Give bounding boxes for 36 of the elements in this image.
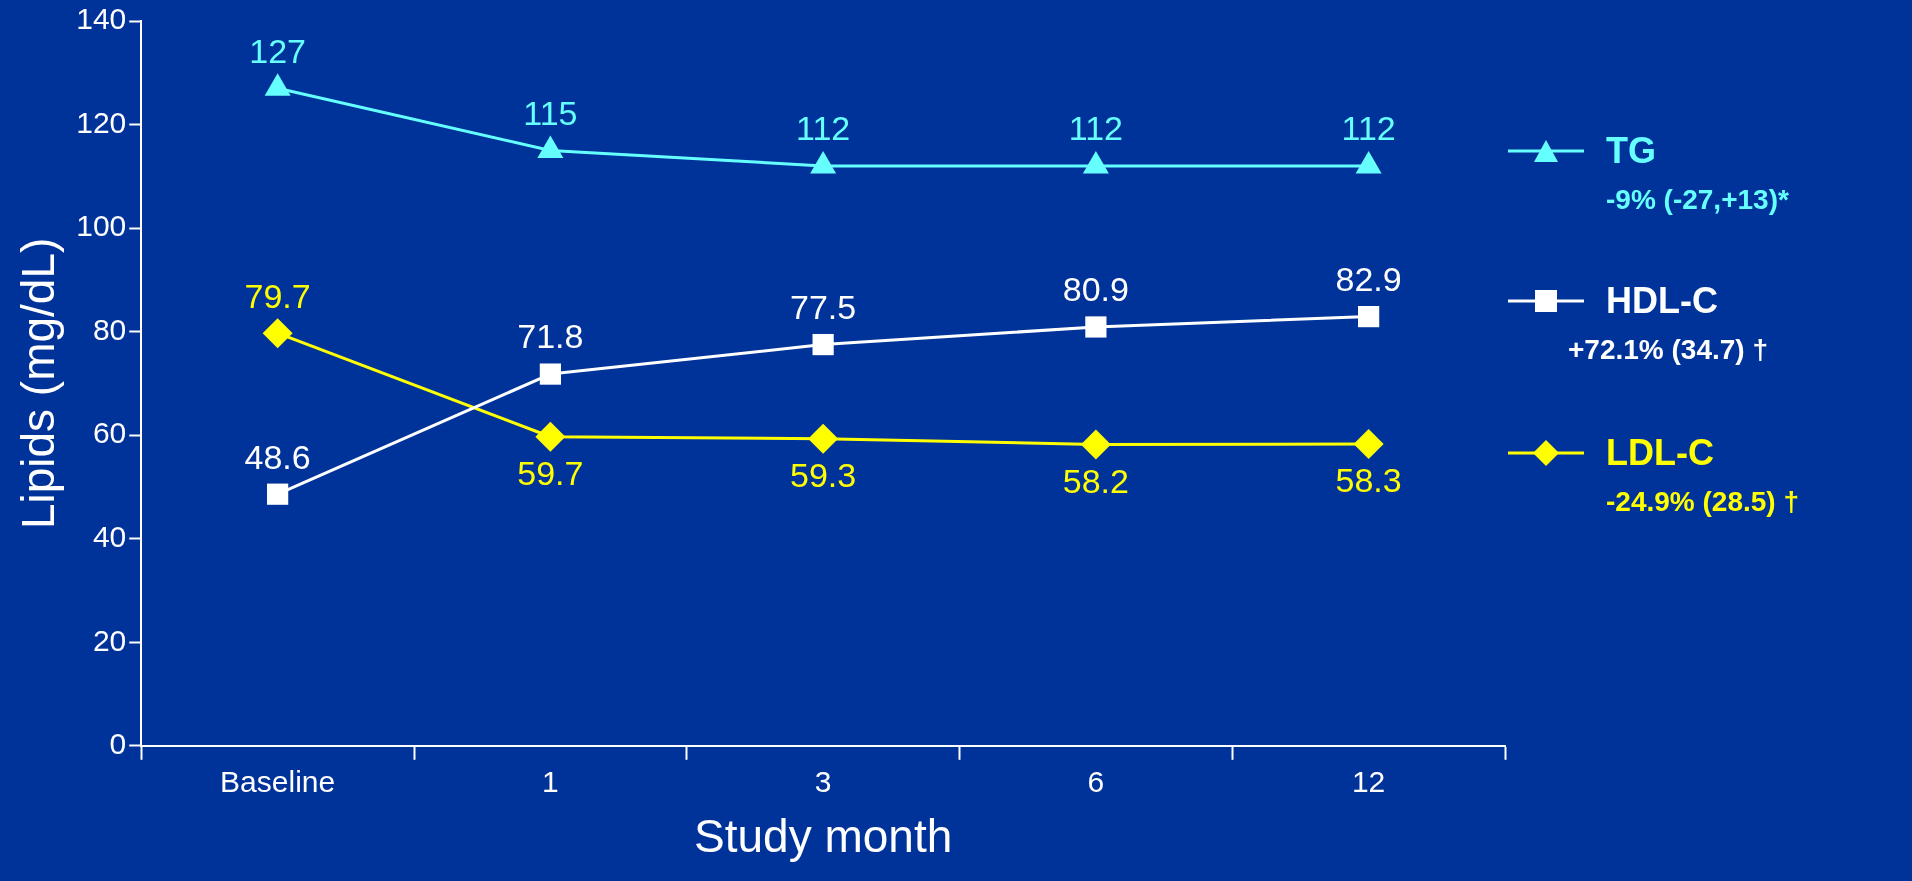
data-label: 112 [1341,109,1396,148]
x-tick-label: Baseline [220,765,336,799]
text: -9% (-27,+13)* [1606,184,1790,216]
legend-label: TG [1606,130,1656,172]
data-label: 80.9 [1062,270,1129,309]
x-tick-label: 12 [1351,765,1386,799]
data-label: 82.9 [1335,259,1402,298]
legend-label: HDL-C [1606,280,1718,322]
y-tick-label: 100 [76,209,127,243]
x-tick-label: 6 [1087,765,1105,799]
data-label: 115 [523,93,578,132]
data-label: 127 [249,31,306,70]
data-label: 112 [1068,109,1123,148]
data-label: 112 [796,109,851,148]
x-tick-label: 1 [542,765,559,799]
y-axis-title: Lipids (mg/dL) [12,237,65,530]
data-label: 59.3 [790,456,857,495]
data-label: 79.7 [244,276,311,315]
y-tick-label: 80 [92,312,127,346]
y-tick-label: 60 [92,416,127,450]
x-axis-title: Study month [693,810,953,863]
y-tick-label: 40 [92,519,127,553]
data-label: 58.3 [1335,461,1402,500]
data-label: 77.5 [790,287,857,326]
data-label: 71.8 [517,317,584,356]
data-label: 58.2 [1062,461,1129,500]
x-tick-label: 3 [814,765,832,799]
text: -24.9% (28.5) † [1606,486,1800,518]
y-tick-label: 120 [76,105,127,139]
data-label: 59.7 [517,454,584,493]
legend-label: LDL-C [1606,432,1714,474]
text: +72.1% (34.7) † [1568,334,1770,366]
y-tick-label: 0 [109,727,127,761]
y-tick-label: 140 [76,2,127,36]
data-label: 48.6 [244,437,311,476]
y-tick-label: 20 [92,623,127,657]
